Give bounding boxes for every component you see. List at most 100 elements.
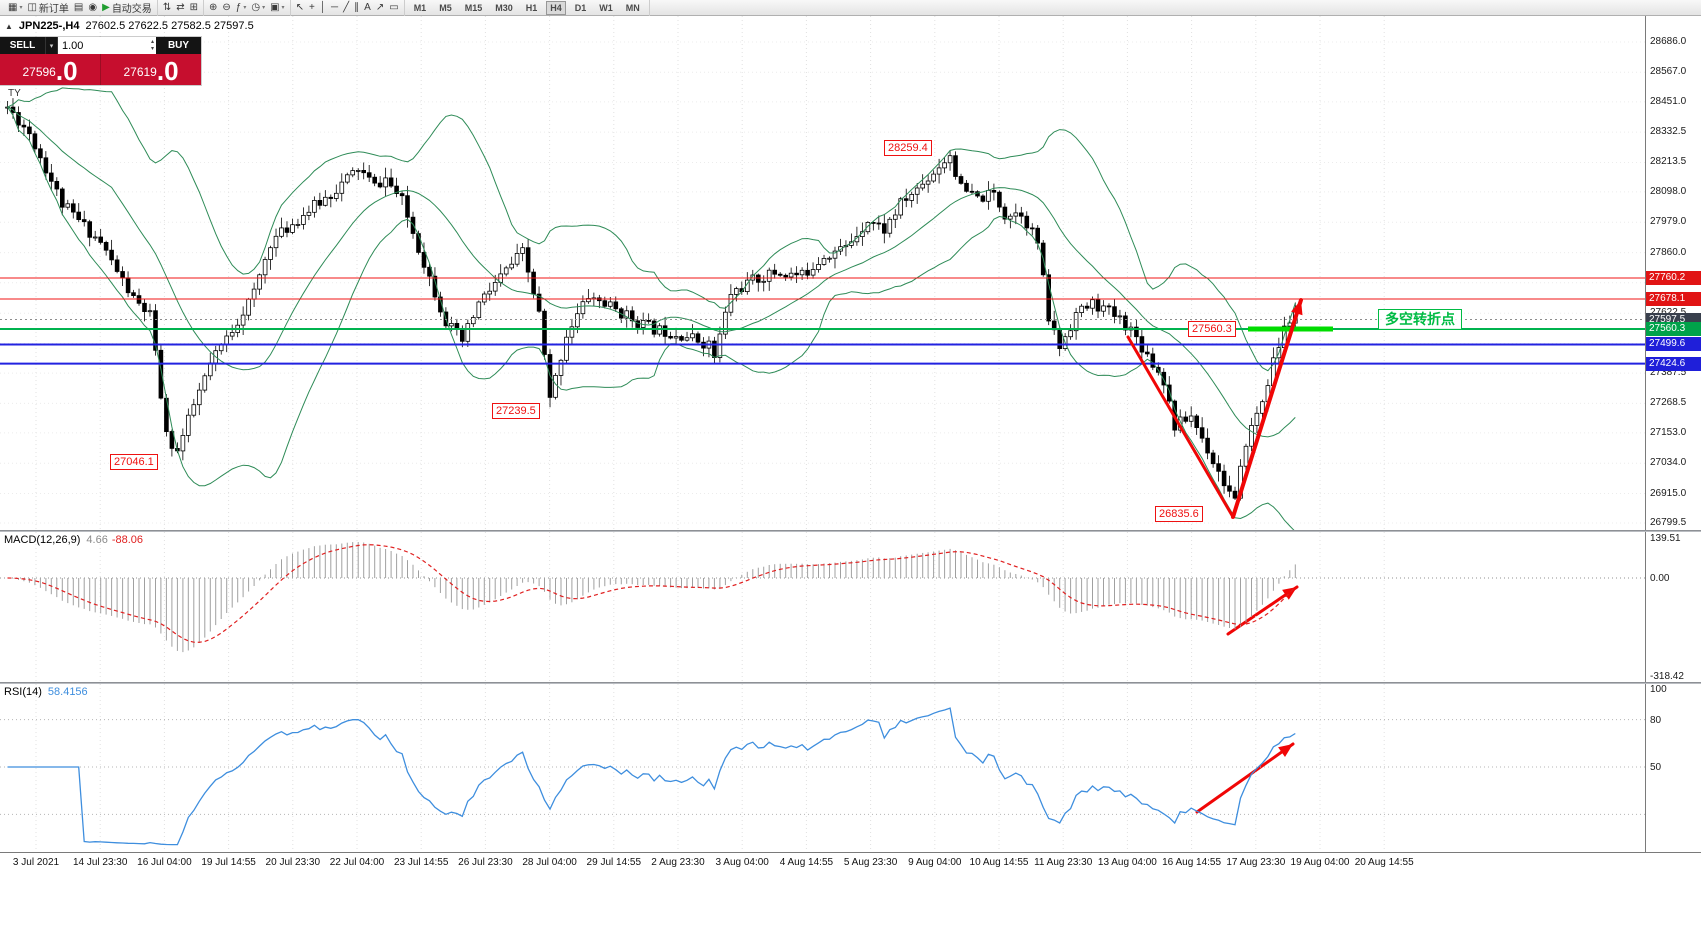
indicators-icon: ƒ	[235, 1, 242, 13]
buy-button[interactable]: BUY	[167, 40, 190, 51]
time-label: 28 Jul 04:00	[522, 857, 577, 868]
macd-tick-label: -318.42	[1650, 671, 1684, 682]
crosshair-button[interactable]: +	[309, 1, 315, 15]
time-label: 10 Aug 14:55	[969, 857, 1029, 868]
timeframe-m15-button[interactable]: M15	[464, 2, 483, 13]
price-tick-label: 27153.0	[1650, 426, 1687, 438]
rsi-value: 58.4156	[47, 686, 88, 698]
time-label: 3 Jul 2021	[12, 857, 60, 868]
macd-plot[interactable]	[0, 532, 1645, 682]
lot-size-input[interactable]: 1.00 ▴ ▾	[58, 37, 156, 54]
rsi-panel: 100 80 50 RSI(14) 58.4156	[0, 684, 1701, 852]
spinner-down-icon[interactable]: ▾	[150, 46, 154, 52]
price-tick-label: 27979.0	[1650, 216, 1687, 228]
arrow-tool-button[interactable]: ↗	[376, 1, 384, 15]
templates-button[interactable]: ▣ ▾	[270, 1, 284, 15]
channel-button[interactable]: ∥	[354, 1, 359, 15]
panel-splitter[interactable]	[0, 530, 1701, 532]
cascade-windows-button[interactable]: ⊞	[190, 1, 198, 15]
cursor-button[interactable]: ↖	[296, 1, 304, 15]
rsi-axis[interactable]: 100 80 50	[1645, 684, 1701, 852]
periods-icon: ◷	[251, 1, 261, 13]
tile-vertical-button[interactable]: ⇅	[163, 1, 171, 15]
templates-dropdown-icon: ▾	[281, 5, 285, 11]
autotrading-button[interactable]: ▶ 自动交易	[102, 0, 152, 16]
buy-price-button[interactable]: 27619.0	[101, 54, 201, 85]
new-order-button[interactable]: ◫ 新订单	[27, 0, 69, 16]
time-axis[interactable]: 3 Jul 2021 14 Jul 23:30 16 Jul 04:00 19 Jul…	[0, 852, 1701, 874]
price-tick-label: 27860.0	[1650, 246, 1687, 258]
rsi-tick-label: 100	[1650, 684, 1667, 695]
zoom-in-button[interactable]: ⊕	[209, 1, 217, 15]
autotrading-icon: ▶	[102, 1, 110, 13]
one-click-prices: 27596.0 27619.0	[0, 54, 201, 85]
timeframe-d1-button[interactable]: D1	[574, 2, 587, 13]
rsi-plot[interactable]	[0, 684, 1645, 852]
cursor-icon: ↖	[295, 1, 304, 13]
toolbar-group-chart-tools: ⊕ ⊖ ƒ ▾ ◷ ▾ ▣ ▾	[204, 0, 291, 16]
timeframe-toolbar: M1 M5 M15 M30 H1 H4 D1 W1 MN	[405, 0, 650, 16]
market-watch-icon: ▤	[73, 1, 84, 13]
timeframe-m5-button[interactable]: M5	[439, 2, 452, 13]
buy-price-pips: .0	[156, 56, 179, 86]
sell-price-button[interactable]: 27596.0	[0, 54, 100, 85]
horizontal-line-icon: ─	[331, 1, 339, 13]
price-level-label: 27560.3	[1646, 322, 1701, 336]
time-label: 5 Aug 23:30	[843, 857, 898, 868]
vertical-line-button[interactable]: │	[320, 1, 326, 15]
channel-icon: ∥	[354, 1, 360, 13]
timeframe-w1-button[interactable]: W1	[599, 2, 613, 13]
symbol-period-label: JPN225-,H4	[18, 20, 80, 32]
time-label: 16 Aug 14:55	[1162, 857, 1222, 868]
trendline-button[interactable]: ╱	[343, 1, 349, 15]
time-label: 16 Jul 04:00	[137, 857, 192, 868]
new-chart-button[interactable]: ▦ ▾	[8, 1, 22, 15]
horizontal-line-button[interactable]: ─	[331, 1, 338, 15]
toolbar-group-draw-tools: ↖ + │ ─ ╱ ∥ A ↗ ▭	[291, 0, 405, 16]
new-chart-dropdown-icon: ▾	[19, 5, 23, 11]
zoom-in-icon: ⊕	[208, 1, 218, 13]
sell-button[interactable]: SELL	[9, 40, 36, 51]
text-tool-button[interactable]: A	[364, 1, 371, 15]
buy-price-main: 27619	[123, 65, 157, 79]
timeframe-m30-button[interactable]: M30	[495, 2, 513, 13]
price-tick-label: 28451.0	[1650, 95, 1687, 107]
chart-plot[interactable]	[0, 16, 1645, 530]
sell-price-pips: .0	[55, 56, 78, 86]
timeframe-mn-button[interactable]: MN	[625, 2, 640, 13]
tile-vertical-icon: ⇅	[162, 1, 172, 13]
chart-header: ▲ JPN225-,H4 27602.5 27622.5 27582.5 275…	[5, 20, 254, 32]
zoom-out-button[interactable]: ⊖	[222, 1, 230, 15]
collapse-arrow-icon[interactable]: ▲	[5, 21, 13, 31]
time-label: 2 Aug 23:30	[651, 857, 705, 868]
indicators-button[interactable]: ƒ ▾	[236, 1, 247, 15]
price-tick-label: 26915.0	[1650, 487, 1687, 499]
price-axis[interactable]: 28686.0 28567.0 28451.0 28332.5 28213.5 28098…	[1645, 16, 1701, 530]
price-level-label: 27678.1	[1646, 291, 1701, 306]
timeframe-h1-button[interactable]: H1	[525, 2, 538, 13]
time-label: 22 Jul 04:00	[329, 857, 385, 868]
spinner-up-icon[interactable]: ▴	[150, 39, 154, 45]
periods-dropdown-icon: ▾	[262, 5, 266, 11]
order-type-dropdown[interactable]: ▾	[45, 37, 58, 54]
navigator-button[interactable]: ◉	[88, 1, 97, 15]
indicators-dropdown-icon: ▾	[243, 5, 247, 11]
market-watch-button[interactable]: ▤	[74, 1, 83, 15]
shapes-tool-button[interactable]: ▭	[389, 1, 398, 15]
tile-horizontal-button[interactable]: ⇄	[176, 1, 184, 15]
timeframe-m1-button[interactable]: M1	[413, 2, 427, 13]
time-label: 11 Aug 23:30	[1034, 857, 1093, 868]
time-label: 20 Aug 14:55	[1354, 857, 1414, 868]
time-label: 4 Aug 14:55	[779, 857, 834, 868]
macd-axis[interactable]: 139.51 0.00 -318.42	[1645, 532, 1701, 682]
new-order-label: 新订单	[38, 4, 69, 15]
periods-button[interactable]: ◷ ▾	[251, 1, 265, 15]
time-label: 26 Jul 23:30	[458, 857, 513, 868]
panel-splitter[interactable]	[0, 682, 1701, 684]
price-level-label: 27424.6	[1646, 356, 1701, 371]
lot-spinner[interactable]: ▴ ▾	[151, 39, 154, 52]
time-label: 9 Aug 04:00	[908, 857, 962, 868]
timeframe-h4-button[interactable]: H4	[546, 0, 566, 15]
one-click-trading-widget: SELL ▾ 1.00 ▴ ▾ BUY 27596.0 27619.0	[0, 37, 201, 85]
macd-histogram-value: 4.66	[86, 534, 108, 546]
